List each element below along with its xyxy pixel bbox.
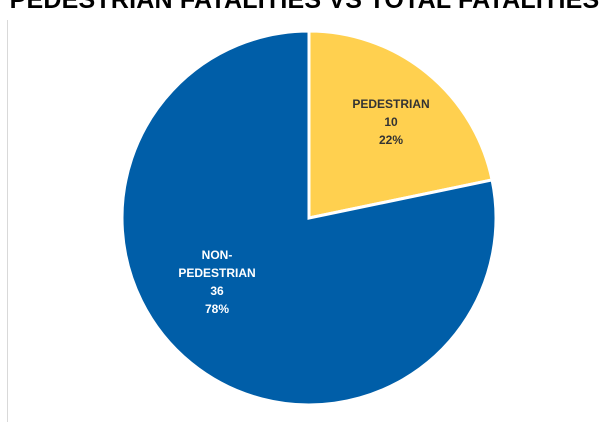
data-label-percent: 22% — [379, 133, 403, 147]
data-label-percent: 78% — [205, 302, 229, 316]
pie-labels: PEDESTRIAN 10 22% NON- PEDESTRIAN 36 78% — [178, 97, 429, 316]
chart-frame-border — [7, 20, 8, 422]
data-label-name-line: PEDESTRIAN — [352, 97, 429, 111]
data-label-non-pedestrian: NON- PEDESTRIAN 36 78% — [178, 248, 255, 316]
data-label-value: 36 — [210, 284, 224, 298]
chart-title: PEDESTRIAN FATALITIES VS TOTAL FATALITIE… — [9, 0, 600, 14]
data-label-value: 10 — [384, 115, 398, 129]
pie-slice-pedestrian — [307, 29, 494, 220]
data-label-name-line: PEDESTRIAN — [178, 266, 255, 280]
data-label-name-line: NON- — [202, 248, 233, 262]
data-label-pedestrian: PEDESTRIAN 10 22% — [352, 97, 429, 147]
pie-slice-non-pedestrian — [120, 29, 498, 407]
pie-slices — [120, 29, 498, 407]
